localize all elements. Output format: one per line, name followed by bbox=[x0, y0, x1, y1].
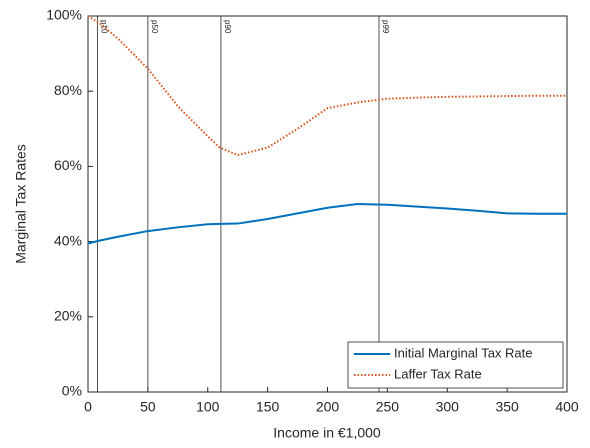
y-tick-label: 60% bbox=[54, 157, 82, 173]
x-tick-label: 50 bbox=[140, 399, 156, 415]
legend: Initial Marginal Tax Rate Laffer Tax Rate bbox=[347, 341, 564, 389]
percentile-label: p99 bbox=[381, 20, 390, 34]
percentile-label: p50 bbox=[150, 20, 159, 34]
y-axis-label: Marginal Tax Rates bbox=[13, 144, 29, 264]
series-line bbox=[87, 202, 567, 245]
plot-frame bbox=[87, 15, 568, 393]
x-tick-label: 150 bbox=[256, 399, 280, 415]
x-tick-label: 300 bbox=[436, 399, 460, 415]
legend-label: Initial Marginal Tax Rate bbox=[394, 345, 533, 360]
x-tick-label: 0 bbox=[84, 399, 92, 415]
percentile-label: p10 bbox=[99, 20, 108, 34]
percentile-label: p90 bbox=[223, 20, 232, 34]
legend-box bbox=[347, 341, 564, 389]
y-tick-label: 80% bbox=[54, 82, 82, 98]
y-tick-label: 20% bbox=[54, 308, 82, 324]
x-tick-label: 250 bbox=[376, 399, 400, 415]
x-tick-label: 350 bbox=[495, 399, 519, 415]
y-tick-label: 100% bbox=[46, 7, 82, 23]
x-tick-label: 200 bbox=[316, 399, 340, 415]
x-tick-label: 400 bbox=[555, 399, 579, 415]
series-line bbox=[87, 15, 567, 157]
y-tick-label: 0% bbox=[62, 383, 82, 399]
y-tick-label: 40% bbox=[54, 232, 82, 248]
legend-label: Laffer Tax Rate bbox=[394, 366, 482, 381]
x-axis-label: Income in €1,000 bbox=[273, 425, 381, 441]
x-tick-label: 100 bbox=[196, 399, 220, 415]
